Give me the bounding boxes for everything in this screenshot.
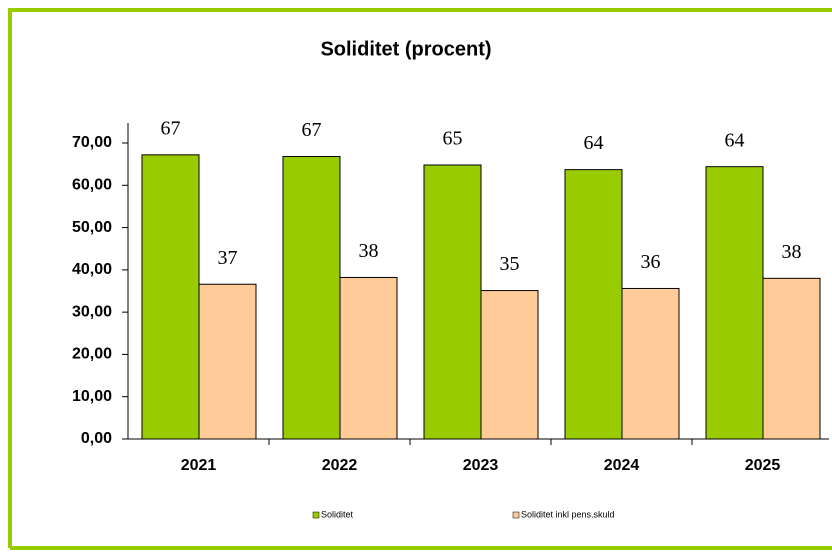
bar [705,166,764,440]
value-label: 35 [500,253,520,275]
bar [282,156,341,440]
x-tick-label: 2025 [745,457,781,474]
bar [339,276,398,440]
x-tick-label: 2024 [604,457,640,474]
bar [141,154,200,440]
value-label: 38 [782,241,802,263]
x-tick-label: 2023 [463,457,499,474]
value-label: 36 [641,251,661,273]
legend-label: Soliditet inkl pens.skuld [521,509,615,519]
value-label: 67 [161,117,181,139]
y-tick-label: 70,00 [72,134,112,151]
legend-swatch [312,511,320,519]
legend-swatch [512,511,520,519]
y-tick-label: 0,00 [81,430,112,447]
value-label: 37 [218,247,238,269]
value-label: 38 [359,240,379,262]
bar [423,164,482,440]
chart-title: Soliditet (procent) [320,38,491,60]
x-tick-label: 2021 [181,457,217,474]
legend-label: Soliditet [321,509,354,519]
value-label: 64 [584,132,604,154]
y-tick-label: 10,00 [72,388,112,405]
bar [621,287,680,440]
bar [762,277,821,440]
bar [480,290,539,440]
y-tick-label: 30,00 [72,303,112,320]
value-label: 67 [302,119,322,141]
y-tick-label: 60,00 [72,177,112,194]
y-tick-label: 40,00 [72,261,112,278]
value-label: 65 [443,128,463,150]
bar [198,283,257,440]
x-tick-label: 2022 [322,457,358,474]
value-label: 64 [725,129,745,151]
chart-border [8,8,832,550]
bar [564,169,623,440]
y-tick-label: 20,00 [72,346,112,363]
y-tick-label: 50,00 [72,219,112,236]
